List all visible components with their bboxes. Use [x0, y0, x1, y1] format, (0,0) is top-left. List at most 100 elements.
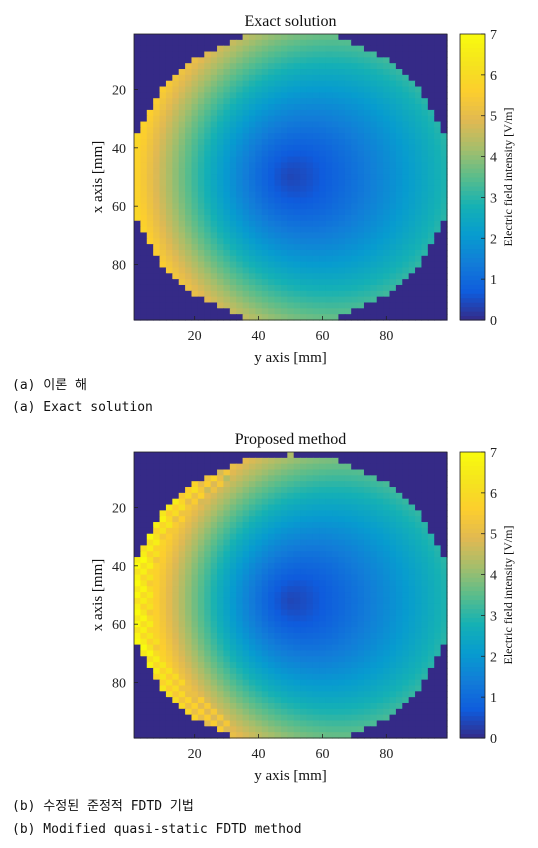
heatmap-cell — [165, 98, 173, 105]
heatmap-cell — [300, 45, 308, 53]
heatmap-cell — [376, 673, 384, 681]
heatmap-cell — [217, 685, 225, 692]
heatmap-cell — [197, 673, 205, 681]
heatmap-cell — [434, 662, 442, 669]
colorbar-segment — [460, 492, 485, 498]
heatmap-cell — [319, 80, 327, 88]
heatmap-cell — [408, 463, 416, 471]
heatmap-cell — [280, 463, 288, 471]
heatmap-cell — [159, 255, 167, 263]
heatmap-cell — [319, 191, 327, 199]
heatmap-cell — [153, 463, 161, 471]
heatmap-cell — [172, 685, 180, 692]
heatmap-cell — [344, 720, 352, 727]
heatmap-cell — [319, 179, 327, 187]
heatmap-cell — [268, 261, 276, 269]
heatmap-cell — [146, 650, 154, 657]
heatmap-cell — [312, 232, 320, 239]
heatmap-cell — [389, 679, 397, 687]
heatmap-cell — [229, 580, 237, 587]
heatmap-cell — [255, 621, 263, 628]
heatmap-cell — [229, 162, 237, 169]
heatmap-cell — [325, 522, 333, 529]
heatmap-cell — [165, 203, 173, 210]
heatmap-cell — [185, 174, 193, 181]
heatmap-cell — [300, 296, 308, 304]
heatmap-cell — [312, 469, 320, 476]
heatmap-cell — [280, 603, 288, 611]
heatmap-cell — [325, 714, 333, 722]
heatmap-cell — [306, 667, 314, 675]
heatmap-cell — [293, 527, 301, 535]
heatmap-cell — [197, 226, 205, 234]
heatmap-cell — [312, 551, 320, 558]
heatmap-cell — [210, 487, 218, 494]
heatmap-cell — [248, 732, 256, 739]
heatmap-cell — [370, 98, 378, 105]
heatmap-cell — [332, 679, 340, 687]
heatmap-cell — [402, 191, 410, 199]
heatmap-cell — [319, 469, 327, 476]
heatmap-cell — [370, 45, 378, 53]
heatmap-cell — [306, 104, 314, 111]
heatmap-cell — [421, 220, 429, 228]
heatmap-cell — [236, 592, 244, 599]
heatmap-cell — [153, 469, 161, 476]
heatmap-cell — [255, 226, 263, 234]
heatmap-cell — [229, 121, 237, 128]
heatmap-cell — [134, 650, 141, 657]
heatmap-cell — [427, 533, 435, 541]
heatmap-cell — [217, 238, 225, 245]
colorbar-segment — [460, 261, 485, 267]
heatmap-cell — [325, 80, 333, 88]
heatmap-cell — [146, 168, 154, 175]
heatmap-cell — [415, 539, 423, 546]
heatmap-cell — [146, 127, 154, 134]
heatmap-cell — [338, 203, 346, 210]
heatmap-cell — [248, 551, 256, 558]
heatmap-cell — [402, 296, 410, 304]
heatmap-cell — [421, 150, 429, 158]
heatmap-cell — [159, 80, 167, 88]
colorbar-segment — [460, 523, 485, 529]
heatmap-cell — [165, 685, 173, 692]
heatmap-cell — [178, 732, 186, 739]
heatmap-cell — [408, 209, 416, 216]
heatmap-cell — [427, 144, 435, 152]
heatmap-cell — [217, 539, 225, 546]
heatmap-cell — [268, 504, 276, 511]
heatmap-cell — [440, 615, 448, 622]
heatmap-cell — [293, 209, 301, 216]
heatmap-cell — [274, 609, 282, 617]
heatmap-cell — [223, 168, 231, 175]
heatmap-cell — [153, 732, 161, 739]
heatmap-cell — [159, 144, 167, 152]
heatmap-cell — [338, 603, 346, 611]
heatmap-cell — [319, 720, 327, 727]
heatmap-cell — [261, 249, 269, 257]
heatmap-cell — [223, 80, 231, 88]
heatmap-cell — [229, 469, 237, 476]
heatmap-cell — [402, 39, 410, 47]
heatmap-cell — [319, 487, 327, 494]
heatmap-cell — [172, 86, 180, 93]
heatmap-cell — [306, 498, 314, 506]
heatmap-cell — [376, 580, 384, 587]
heatmap-cell — [312, 621, 320, 628]
heatmap-cell — [306, 214, 314, 222]
heatmap-cell — [185, 290, 193, 298]
heatmap-cell — [395, 708, 403, 716]
heatmap-cell — [146, 708, 154, 716]
heatmap-cell — [255, 302, 263, 309]
heatmap-cell — [293, 214, 301, 222]
heatmap-cell — [248, 457, 256, 465]
heatmap-cell — [332, 273, 340, 280]
heatmap-cell — [300, 220, 308, 228]
heatmap-cell — [236, 144, 244, 152]
heatmap-cell — [293, 308, 301, 315]
heatmap-cell — [383, 51, 391, 58]
heatmap-cell — [306, 504, 314, 511]
heatmap-cell — [434, 98, 442, 105]
heatmap-cell — [165, 697, 173, 704]
heatmap-cell — [370, 533, 378, 541]
